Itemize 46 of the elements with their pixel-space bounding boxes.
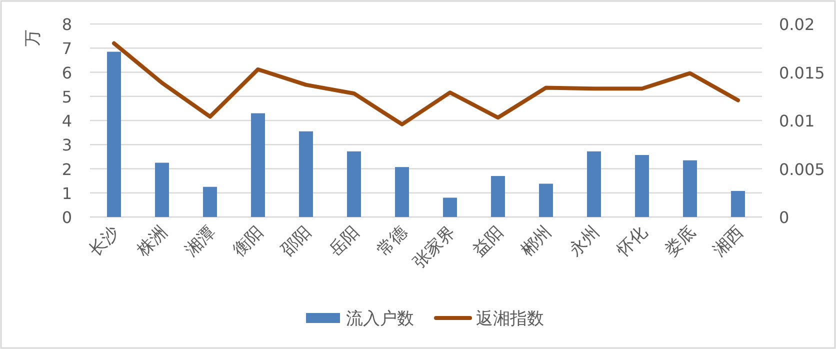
x-tick-label: 湘西: [709, 222, 747, 260]
x-tick-label: 常德: [373, 222, 411, 260]
bar: [539, 184, 553, 217]
y2-tick-label: 0.02: [779, 15, 815, 34]
x-tick-label: 永州: [565, 222, 603, 260]
x-tick-label: 长沙: [85, 222, 123, 260]
x-tick-label: 邵阳: [277, 222, 315, 260]
bar: [683, 160, 697, 217]
y2-tick-label: 0: [779, 208, 790, 227]
x-tick-label: 湘潭: [181, 222, 219, 260]
y-axis-title: 万: [23, 30, 42, 46]
y-tick-label: 4: [62, 112, 72, 130]
bar: [155, 162, 169, 217]
line-series: [112, 41, 740, 126]
legend-label: 返湘指数: [476, 309, 544, 328]
bar: [107, 52, 121, 217]
x-tick-label: 郴州: [517, 222, 555, 260]
bar: [635, 155, 649, 217]
y-tick-label: 1: [62, 184, 72, 203]
x-tick-label: 衡阳: [229, 222, 267, 260]
bar: [299, 131, 313, 217]
y2-tick-label: 0.015: [779, 63, 825, 82]
bar: [587, 151, 601, 217]
x-tick-label: 益阳: [469, 222, 507, 260]
x-tick-label: 张家界: [409, 222, 459, 272]
bar: [443, 198, 457, 217]
y2-tick-label: 0.01: [779, 112, 815, 130]
y-tick-label: 2: [62, 160, 72, 179]
x-tick-label: 怀化: [612, 222, 651, 261]
bar: [395, 167, 409, 217]
x-tick-label: 岳阳: [325, 222, 363, 260]
y2-tick-label: 0.005: [779, 160, 825, 179]
y-tick-label: 0: [62, 208, 72, 227]
y-tick-label: 3: [62, 136, 72, 155]
bar: [731, 190, 745, 217]
bar: [251, 113, 265, 217]
bar: [347, 151, 361, 217]
y-tick-label: 6: [62, 63, 72, 82]
y-tick-label: 7: [62, 39, 72, 58]
x-tick-label: 株洲: [132, 222, 171, 261]
bar: [203, 186, 217, 217]
bar: [491, 176, 505, 217]
legend-label: 流入户数: [346, 309, 414, 328]
y-tick-label: 5: [62, 87, 72, 106]
y-tick-label: 8: [62, 15, 72, 34]
x-tick-label: 娄底: [661, 222, 699, 260]
